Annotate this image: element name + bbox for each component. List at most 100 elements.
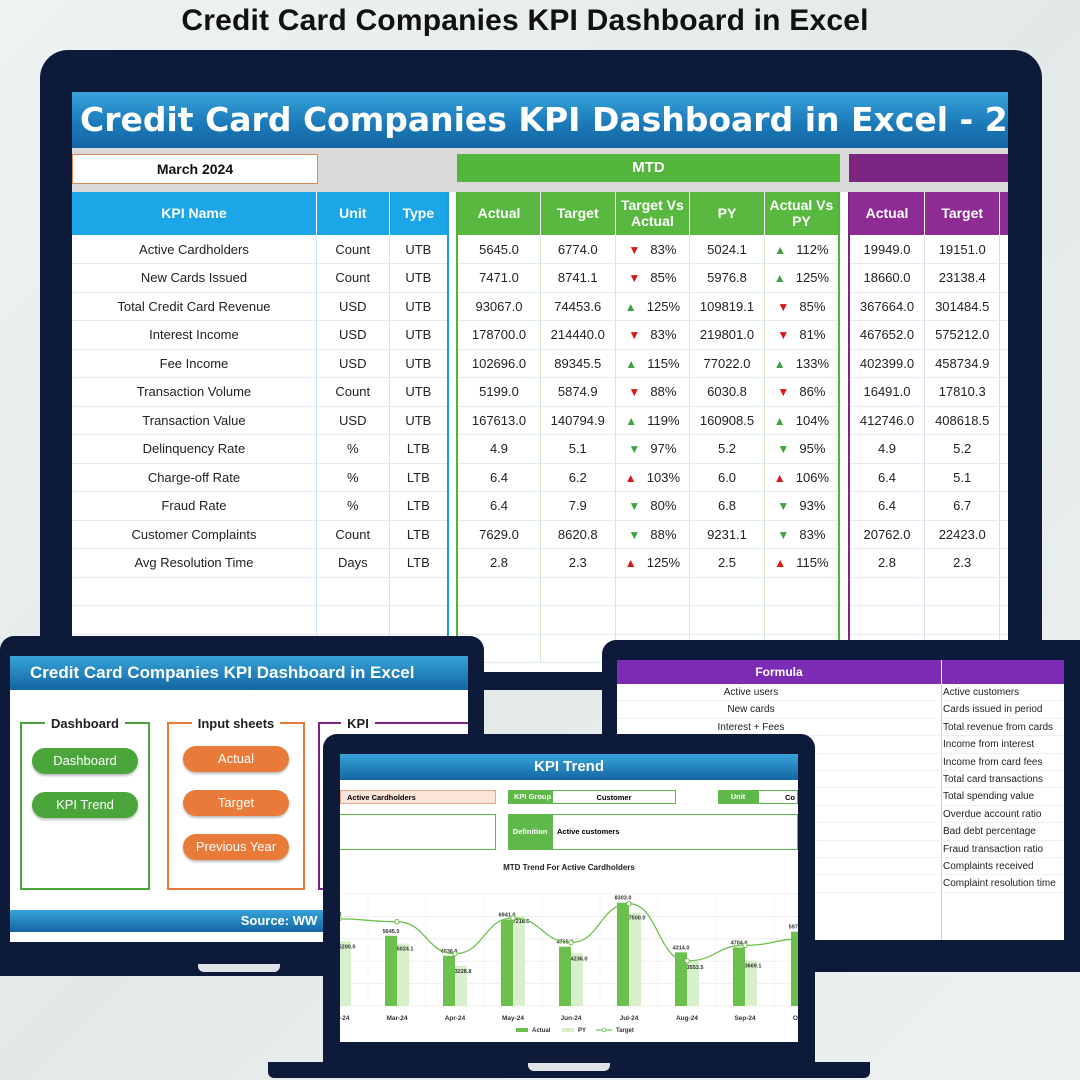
data-label-actual: 4036.0 [441,949,458,955]
trend-arrow-icon: ▲ [625,356,638,371]
target-point [452,951,458,957]
target-button[interactable]: Target [183,790,289,816]
bar-actual [733,947,745,1006]
target-point [568,939,574,946]
mtd-py-cell: 6030.8 [689,377,765,407]
ytd-row: 20762.0 22423.0 [849,520,1008,549]
ytd-target-cell: 2.3 [924,548,1001,578]
ytd-actual-cell: 20762.0 [849,520,925,549]
column-header-ytd-extra [999,192,1008,235]
trend-arrow-icon: ▲ [624,470,637,485]
mtd-target-vs-actual-cell: ▼ 83% [615,320,691,350]
kpi-type-cell: LTB [389,463,449,492]
ytd-row: 4.9 5.2 [849,434,1008,464]
dashboard-button[interactable]: Dashboard [32,748,138,774]
trend-arrow-icon: ▼ [628,442,641,457]
target-point [510,915,516,921]
kpi-row: Interest Income USD UTB [72,320,449,350]
trend-arrow-icon: ▼ [628,242,641,257]
x-tick-label: Aug-24 [676,1015,698,1022]
ytd-target-cell: 23138.4 [924,263,1001,293]
ytd-row: 2.8 2.3 [849,548,1008,578]
mtd-target-vs-actual-cell: ▼ 85% [615,263,691,293]
mtd-actual-vs-py-cell: ▼ 93% [764,491,840,521]
bar-actual [501,919,513,1006]
mtd-target-vs-actual-cell: ▼ 88% [615,520,691,549]
mtd-actual-vs-py-cell: ▼ 86% [764,377,840,407]
mtd-actual-vs-py-cell: ▼ 85% [764,292,840,321]
kpi-trend-screen: KPI Trend Active Cardholders KPI Group C… [340,754,798,1042]
definition-table-row: Fraud transaction ratio [617,841,1064,858]
ytd-target-cell: 6.7 [924,491,1001,521]
data-label-actual: 8303.0 [615,896,632,902]
previous-year-button[interactable]: Previous Year [183,834,289,860]
month-selector[interactable]: March 2024 [72,154,318,184]
bar-py [571,953,583,1006]
mtd-py-cell: 9231.1 [689,520,765,549]
ytd-row: 467652.0 575212.0 [849,320,1008,350]
kpi-name-selector[interactable]: Active Cardholders [340,790,496,804]
kpi-name-cell: Active Cardholders [72,235,317,264]
legend-swatch-py [562,1028,574,1032]
kpi-name-cell: Transaction Value [72,406,317,435]
mtd-row: 93067.0 74453.6 ▲ 125% 109819.1 ▼ 85% [457,292,840,321]
ytd-actual-cell: 412746.0 [849,406,925,435]
x-tick-label: Sep-24 [734,1015,756,1022]
unit-label: Unit [718,790,758,804]
definition-cell: Income from interest [943,739,1035,751]
mtd-row: 102696.0 89345.5 ▲ 115% 77022.0 ▲ 133% [457,349,840,378]
ytd-row: 16491.0 17810.3 [849,377,1008,407]
mtd-row: 2.8 2.3 ▲ 125% 2.5 ▲ 115% [457,548,840,578]
kpi-row: Transaction Volume Count UTB [72,377,449,407]
ytd-actual-cell: 4.9 [849,434,925,464]
kpi-unit-cell: Count [316,263,390,293]
mtd-target-vs-actual-cell: ▲ 125% [615,292,691,321]
data-label-py: 3669.1 [745,963,762,969]
mtd-row: 7471.0 8741.1 ▼ 85% 5976.8 ▲ 125% [457,263,840,293]
trend-arrow-icon: ▲ [774,556,787,571]
kpi-unit-cell: Count [316,377,390,407]
definition-cell: Overdue account ratio [943,808,1042,820]
bar-py [687,961,699,1006]
kpi-row: Customer Complaints Count LTB [72,520,449,549]
definition-cell: Total card transactions [943,773,1044,785]
bar-py [745,960,757,1006]
kpi-unit-cell: USD [316,406,390,435]
kpi-trend-button[interactable]: KPI Trend [32,792,138,818]
kpi-type-cell: UTB [389,349,449,378]
mtd-actual-vs-py-cell: ▲ 112% [764,235,840,264]
column-header-mtd-target-vs-actual: Target Vs Actual [615,192,691,235]
kpi-info-table: KPI Name Unit Type Active Cardholders Cou… [72,192,449,663]
trend-arrow-icon: ▲ [773,356,786,371]
column-header-ytd-target: Target [924,192,1001,235]
definition-cell: Active customers [943,687,1020,698]
legend-swatch-actual [516,1028,528,1032]
definition-table-header: Formula [617,660,1064,684]
bar-py [513,916,525,1006]
data-label-py: 5024.1 [397,946,414,952]
ytd-actual-cell: 402399.0 [849,349,925,378]
mtd-py-cell: 160908.5 [689,406,765,435]
mtd-row: 5199.0 5874.9 ▼ 88% 6030.8 ▼ 86% [457,377,840,407]
bar-actual [617,902,629,1006]
empty-row [849,605,1008,635]
left-laptop-notch [198,964,280,972]
mtd-actual-vs-py-cell: ▼ 81% [764,320,840,350]
mtd-table: Actual Target Target Vs Actual PY Actual… [456,192,840,663]
ytd-target-cell: 5.1 [924,463,1001,492]
definition-table-row: Interest + Fees Total revenue from cards [617,719,1064,737]
kpi-unit-cell: % [316,491,390,521]
mtd-py-cell: 5976.8 [689,263,765,293]
target-point [340,916,342,922]
mtd-row: 6.4 7.9 ▼ 80% 6.8 ▼ 93% [457,491,840,521]
x-tick-label: Oct-24 [793,1015,798,1022]
actual-button[interactable]: Actual [183,746,289,772]
bar-actual [559,946,571,1006]
kpi-name-cell: Avg Resolution Time [72,548,317,578]
x-tick-label: Apr-24 [445,1015,466,1022]
ytd-target-cell: 301484.5 [924,292,1001,321]
column-header-ytd-actual: Actual [849,192,925,235]
formula-cell: New cards [727,704,775,716]
mtd-target-vs-actual-cell: ▲ 115% [615,349,691,378]
mtd-section-label: MTD [457,154,840,182]
